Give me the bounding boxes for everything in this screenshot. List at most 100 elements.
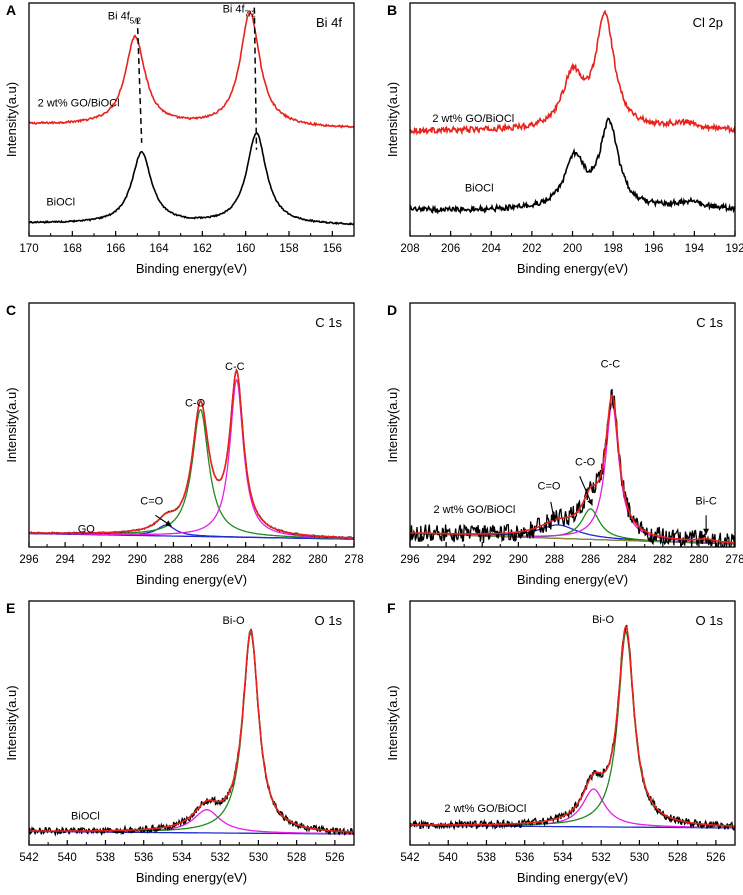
y-axis-label: Intensity(a.u) [4,387,19,462]
x-tick-label: 542 [400,852,419,864]
x-tick-label: 192 [725,243,743,255]
x-tick-label: 284 [236,554,256,566]
x-tick-label: 284 [617,554,637,566]
x-axis-label: Binding energy(eV) [517,261,628,276]
panel-d: 296 294 292 290 288 286 284 282 280 278 Binding en… [385,302,743,587]
panel-letter: D [387,302,397,318]
x-tick-label: 528 [668,852,687,864]
fit-envelope-line [410,624,735,827]
x-tick-label: 526 [325,852,344,864]
x-tick-label: 540 [58,852,77,864]
x-tick-label: 278 [725,554,743,566]
series-line-go-biocl [29,9,354,129]
x-tick-label: 534 [553,852,573,864]
peak-label-subscript: 5/2 [130,16,142,25]
plot-frame [28,2,355,237]
panel-letter: F [387,600,396,616]
x-tick-label: 292 [92,554,111,566]
x-tick-label: 530 [249,852,268,864]
plot-area [29,9,354,226]
x-tick-label: 280 [308,554,327,566]
x-axis-label: Binding energy(eV) [517,870,628,885]
raw-data-line [410,388,735,547]
x-tick-label: 536 [515,852,534,864]
series-line-biocl [410,117,735,215]
fit-envelope-line [410,393,735,544]
x-tick-label: 202 [522,243,541,255]
x-tick-label: 170 [19,243,38,255]
panel-title: O 1s [315,613,343,628]
x-tick-label: 204 [482,243,502,255]
x-tick-label: 290 [509,554,528,566]
plot-area [410,9,735,215]
annotation-arrowhead [550,514,557,522]
x-tick-label: 286 [581,554,600,566]
peak-label-subscript: 7/2 [245,9,257,18]
panel-letter: C [6,302,16,318]
peak-label-bi-4f: Bi 4f7/2 [223,3,257,18]
plot-area [410,388,735,547]
x-tick-label: 528 [287,852,306,864]
fit-envelope-line [29,369,354,539]
x-tick-label: 206 [441,243,460,255]
x-tick-label: 198 [604,243,623,255]
x-tick-label: 280 [689,554,708,566]
panel-title: Cl 2p [693,15,723,30]
panel-title: C 1s [696,315,723,330]
x-axis-label: Binding energy(eV) [517,572,628,587]
component-c-o [29,409,354,540]
x-tick-label: 200 [563,243,582,255]
series-label: 2 wt% GO/BiOCl [38,98,120,110]
x-tick-label: 532 [592,852,611,864]
component-bi-o [410,630,735,828]
panel-letter: A [6,2,16,18]
raw-data-line [29,628,354,837]
peak-label-bi-o: Bi-O [223,615,245,627]
panel-c: 296 294 292 290 288 286 284 282 280 278 Binding en… [4,302,364,587]
x-tick-label: 282 [272,554,291,566]
x-tick-label: 282 [653,554,672,566]
x-tick-label: 164 [149,243,169,255]
x-axis-label: Binding energy(eV) [136,261,247,276]
plot-area [29,368,354,540]
x-tick-label: 156 [323,243,342,255]
raw-data-line [29,368,354,540]
panel-f: 542 540 538 536 534 532 530 528 526 Binding energ… [385,600,736,885]
x-tick-label: 538 [477,852,496,864]
x-tick-label: 296 [400,554,419,566]
x-axis-label: Binding energy(eV) [136,870,247,885]
y-axis-label: Intensity(a.u) [4,82,19,157]
y-axis-label: Intensity(a.u) [385,82,400,157]
panel-e: 542 540 538 536 534 532 530 528 526 Binding energ… [4,600,355,885]
component-c-c [410,402,735,545]
x-tick-label: 166 [106,243,125,255]
peak-position-dashed-line [253,7,258,150]
series-label: BiOCl [71,810,100,822]
peak-label-bi-c: Bi-C [695,495,716,507]
x-tick-label: 278 [344,554,363,566]
component-bi-o [29,632,354,833]
panel-b: 208 206 204 202 200 198 196 194 192 Binding energ… [385,2,743,276]
series-label: GO [78,523,96,535]
peak-label-c-o: C=O [538,481,561,493]
x-tick-label: 288 [545,554,564,566]
x-tick-label: 162 [193,243,212,255]
peak-label-c-c: C-C [601,359,621,371]
annotation-arrowhead [164,520,172,527]
x-tick-label: 538 [96,852,115,864]
y-axis-label: Intensity(a.u) [4,685,19,760]
panel-letter: B [387,2,397,18]
y-axis-label: Intensity(a.u) [385,387,400,462]
panel-title: C 1s [315,315,342,330]
x-tick-label: 290 [128,554,147,566]
x-tick-label: 542 [19,852,38,864]
x-tick-label: 160 [236,243,255,255]
plot-frame [409,600,736,846]
x-tick-label: 296 [19,554,38,566]
panel-title: O 1s [696,613,724,628]
x-tick-label: 540 [439,852,458,864]
raw-data-line [410,624,735,831]
series-label: 2 wt% GO/BiOCl [433,504,515,516]
series-label: 2 wt% GO/BiOCl [444,803,526,815]
